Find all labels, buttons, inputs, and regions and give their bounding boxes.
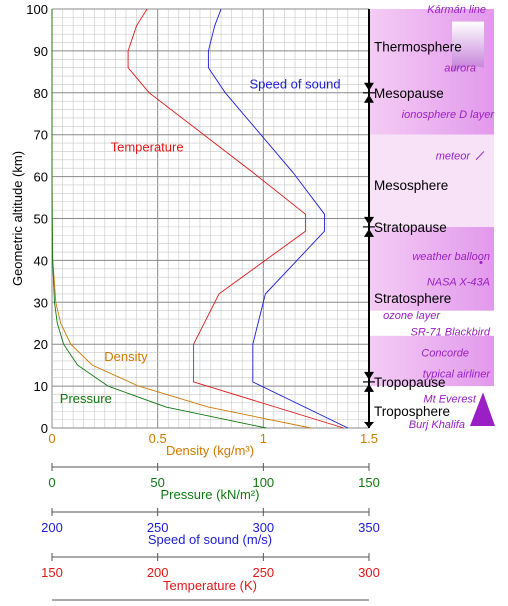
layer-label: Stratopause — [374, 220, 447, 235]
layer-label: Stratosphere — [374, 291, 451, 306]
annotation-band — [369, 134, 494, 227]
meteor-icon — [475, 151, 485, 161]
annotation-label: Burj Khalifa — [409, 419, 465, 431]
annotation-label: Kármán line — [427, 4, 486, 16]
annotation-bands — [369, 9, 494, 387]
x-tick-label-density: 0.5 — [149, 431, 167, 446]
x-axis-label-speed: Speed of sound (m/s) — [148, 532, 272, 547]
y-tick-label: 80 — [34, 86, 48, 101]
x-tick-label-speed: 350 — [358, 520, 380, 535]
x-tick-label-pressure: 100 — [252, 475, 274, 490]
y-tick-label: 30 — [34, 295, 48, 310]
x-axes: 0 0.5 1 1.5 Density (kg/m³) 0 50 100 150 Pressure… — [41, 431, 380, 601]
x-tick-label-pressure: 0 — [48, 475, 55, 490]
x-tick-label-density: 0 — [48, 431, 55, 446]
y-axis-label: Geometric altitude (km) — [10, 151, 25, 286]
balloon-icon — [479, 260, 483, 264]
boundary-arrow-down — [364, 371, 374, 380]
y-tick-label: 40 — [34, 253, 48, 268]
aurora-shape — [452, 21, 484, 72]
y-tick-label: 60 — [34, 170, 48, 185]
series-labels: Temperature Speed of sound Density Pressure — [60, 77, 341, 406]
annotation-label: meteor — [436, 151, 472, 163]
grid — [51, 8, 370, 429]
annotation-label: typical airliner — [423, 369, 492, 381]
annotations: Kármán line aurora ionosphere D layer meteo… — [383, 4, 495, 431]
x-tick-label-temperature: 150 — [41, 565, 63, 580]
annotation-label: ionosphere D layer — [402, 109, 496, 121]
boundary-arrow-up — [364, 228, 374, 237]
y-axis: 0 10 20 30 40 50 60 70 80 90 100 Geometric altitude… — [10, 2, 48, 436]
x-tick-label-speed: 200 — [41, 520, 63, 535]
x-axis-label-temperature: Temperature (K) — [163, 578, 257, 593]
boundary-arrow-up — [364, 94, 374, 103]
annotation-label: SR-71 Blackbird — [411, 327, 491, 339]
annotation-label: aurora — [444, 63, 476, 75]
x-tick-label-density: 1 — [260, 431, 267, 446]
x-tick-label-temperature: 200 — [147, 565, 169, 580]
y-tick-label: 70 — [34, 128, 48, 143]
y-tick-label: 100 — [26, 2, 48, 17]
series-line-pressure — [51, 9, 267, 429]
x-tick-label-temperature: 250 — [252, 565, 274, 580]
series-label-temperature: Temperature — [111, 139, 184, 154]
x-tick-label-speed: 250 — [147, 520, 169, 535]
y-tick-label: 0 — [41, 421, 48, 436]
x-tick-label-pressure: 50 — [150, 475, 164, 490]
boundary-arrow-down — [364, 216, 374, 225]
axis-arrow-bottom — [364, 422, 374, 428]
annotation-label: weather balloon — [412, 251, 490, 263]
annotation-label: ozone layer — [383, 310, 441, 322]
boundary-arrow-down — [364, 82, 374, 91]
series-line-temperature — [127, 8, 344, 429]
annotation-label: Concorde — [421, 348, 469, 360]
series-line-speed-of-sound — [207, 8, 349, 429]
annotation-band — [369, 335, 494, 387]
y-tick-label: 20 — [34, 337, 48, 352]
annotation-label: NASA X-43A — [427, 276, 490, 288]
mountain-icon — [470, 392, 495, 426]
layer-label: Mesosphere — [374, 178, 448, 193]
layer-label: Thermosphere — [374, 40, 462, 55]
annotation-band — [369, 226, 494, 311]
series-label-speed-of-sound: Speed of sound — [249, 77, 340, 92]
y-tick-label: 50 — [34, 212, 48, 227]
x-tick-label-speed: 300 — [252, 520, 274, 535]
atmosphere-layers: Thermosphere Mesopause Mesosphere Stratopau… — [363, 9, 462, 428]
series-label-pressure: Pressure — [60, 391, 112, 406]
x-tick-label-pressure: 150 — [358, 475, 380, 490]
layer-label: Tropopause — [374, 375, 446, 390]
layer-label: Troposphere — [374, 404, 450, 419]
y-tick-label: 10 — [34, 379, 48, 394]
x-tick-label-temperature: 300 — [358, 565, 380, 580]
series-label-density: Density — [104, 349, 148, 364]
boundary-arrow-up — [364, 383, 374, 392]
layer-label: Mesopause — [374, 86, 444, 101]
x-axis-label-pressure: Pressure (kN/m²) — [161, 487, 260, 502]
annotation-label: Mt Everest — [423, 394, 477, 406]
series-lines — [51, 8, 349, 429]
x-tick-label-density: 1.5 — [360, 431, 378, 446]
y-tick-label: 90 — [34, 44, 48, 59]
x-axis-label-density: Density (kg/m³) — [166, 443, 254, 458]
